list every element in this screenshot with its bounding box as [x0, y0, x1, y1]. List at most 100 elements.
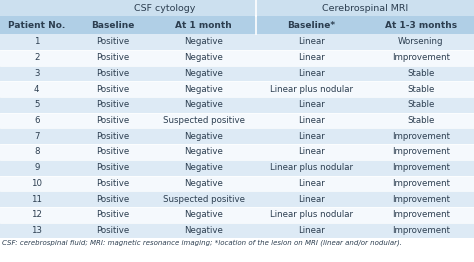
Text: Negative: Negative — [184, 85, 223, 94]
Text: Positive: Positive — [96, 69, 129, 78]
Bar — [0, 97, 73, 113]
Bar — [367, 160, 474, 176]
Bar — [0, 81, 73, 97]
Text: Improvement: Improvement — [392, 226, 450, 235]
Bar — [152, 113, 256, 128]
Bar — [152, 207, 256, 223]
Bar — [0, 144, 73, 160]
Bar — [152, 191, 256, 207]
Bar — [152, 223, 256, 238]
Text: 9: 9 — [34, 163, 39, 172]
Bar — [0, 223, 73, 238]
Bar — [367, 97, 474, 113]
Text: Stable: Stable — [407, 100, 434, 109]
Bar — [256, 66, 367, 81]
Text: Stable: Stable — [407, 69, 434, 78]
Text: Positive: Positive — [96, 195, 129, 204]
Bar — [73, 50, 152, 66]
Text: Positive: Positive — [96, 85, 129, 94]
Text: 11: 11 — [31, 195, 42, 204]
Bar — [73, 97, 152, 113]
Bar — [0, 66, 73, 81]
Text: Linear: Linear — [298, 100, 325, 109]
Text: Linear: Linear — [298, 37, 325, 46]
Bar — [152, 144, 256, 160]
Bar — [256, 81, 367, 97]
Text: Positive: Positive — [96, 53, 129, 62]
Bar — [73, 191, 152, 207]
Bar — [152, 16, 256, 34]
Text: Negative: Negative — [184, 132, 223, 141]
Text: Cerebrospinal MRI: Cerebrospinal MRI — [322, 4, 408, 13]
Bar — [256, 160, 367, 176]
Text: Linear plus nodular: Linear plus nodular — [270, 210, 353, 219]
Bar — [0, 113, 73, 128]
Bar — [152, 97, 256, 113]
Text: Baseline: Baseline — [91, 21, 134, 30]
Bar — [0, 176, 73, 191]
Bar — [0, 207, 73, 223]
Text: Negative: Negative — [184, 226, 223, 235]
Text: At 1-3 months: At 1-3 months — [384, 21, 457, 30]
Bar — [367, 50, 474, 66]
Bar — [256, 16, 367, 34]
Bar — [0, 191, 73, 207]
Bar — [73, 0, 256, 16]
Bar — [0, 128, 73, 144]
Text: Negative: Negative — [184, 179, 223, 188]
Text: Positive: Positive — [96, 37, 129, 46]
Text: Negative: Negative — [184, 53, 223, 62]
Text: Linear: Linear — [298, 195, 325, 204]
Text: Improvement: Improvement — [392, 210, 450, 219]
Bar — [256, 0, 474, 16]
Text: CSF: cerebrospinal fluid; MRI: magnetic resonance imaging; *location of the lesi: CSF: cerebrospinal fluid; MRI: magnetic … — [2, 239, 402, 246]
Bar — [152, 81, 256, 97]
Bar — [256, 191, 367, 207]
Bar — [367, 34, 474, 50]
Text: 4: 4 — [34, 85, 39, 94]
Text: Positive: Positive — [96, 116, 129, 125]
Bar — [152, 34, 256, 50]
Bar — [367, 207, 474, 223]
Text: 7: 7 — [34, 132, 39, 141]
Text: CSF cytology: CSF cytology — [134, 4, 195, 13]
Text: Linear: Linear — [298, 53, 325, 62]
Bar — [152, 50, 256, 66]
Text: Positive: Positive — [96, 226, 129, 235]
Bar — [73, 144, 152, 160]
Text: Stable: Stable — [407, 85, 434, 94]
Bar — [256, 176, 367, 191]
Text: Baseline*: Baseline* — [288, 21, 336, 30]
Bar — [367, 113, 474, 128]
Bar — [0, 160, 73, 176]
Text: Positive: Positive — [96, 163, 129, 172]
Text: 6: 6 — [34, 116, 39, 125]
Text: Suspected positive: Suspected positive — [163, 116, 245, 125]
Text: 10: 10 — [31, 179, 42, 188]
Text: Linear: Linear — [298, 179, 325, 188]
Bar — [73, 128, 152, 144]
Text: Linear: Linear — [298, 69, 325, 78]
Text: Stable: Stable — [407, 116, 434, 125]
Bar — [367, 16, 474, 34]
Bar — [256, 207, 367, 223]
Bar — [367, 191, 474, 207]
Text: 2: 2 — [34, 53, 39, 62]
Text: Linear: Linear — [298, 226, 325, 235]
Bar — [367, 223, 474, 238]
Text: 8: 8 — [34, 148, 39, 156]
Text: Improvement: Improvement — [392, 163, 450, 172]
Bar — [152, 128, 256, 144]
Text: Positive: Positive — [96, 100, 129, 109]
Text: 12: 12 — [31, 210, 42, 219]
Text: 1: 1 — [34, 37, 39, 46]
Bar — [256, 113, 367, 128]
Text: 3: 3 — [34, 69, 39, 78]
Bar — [0, 0, 73, 16]
Bar — [256, 34, 367, 50]
Bar — [73, 34, 152, 50]
Text: Patient No.: Patient No. — [8, 21, 65, 30]
Text: At 1 month: At 1 month — [175, 21, 232, 30]
Text: Linear: Linear — [298, 148, 325, 156]
Text: Suspected positive: Suspected positive — [163, 195, 245, 204]
